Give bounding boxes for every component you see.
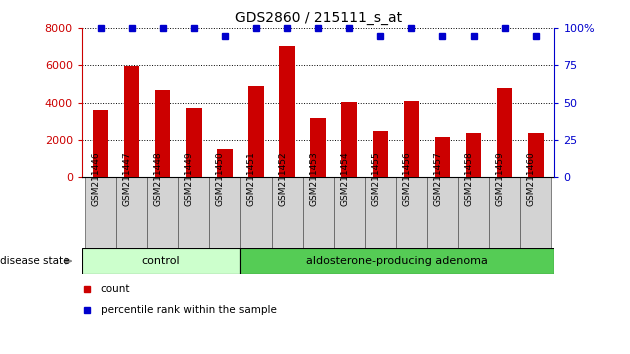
Text: GSM211454: GSM211454 — [340, 152, 349, 206]
Bar — [241, 177, 272, 248]
Bar — [427, 177, 458, 248]
Bar — [435, 137, 450, 177]
Text: control: control — [142, 256, 180, 266]
Bar — [178, 177, 209, 248]
Text: GSM211449: GSM211449 — [185, 152, 194, 206]
Text: GSM211452: GSM211452 — [278, 152, 287, 206]
Bar — [404, 101, 419, 177]
Bar — [248, 86, 264, 177]
Bar — [334, 177, 365, 248]
Text: GSM211459: GSM211459 — [496, 152, 505, 206]
Bar — [311, 119, 326, 177]
Bar — [147, 177, 178, 248]
Bar — [116, 177, 147, 248]
Bar — [396, 177, 427, 248]
Bar — [272, 177, 302, 248]
Text: aldosterone-producing adenoma: aldosterone-producing adenoma — [306, 256, 488, 266]
Bar — [302, 177, 334, 248]
Text: GSM211456: GSM211456 — [403, 152, 411, 206]
Bar — [365, 177, 396, 248]
Bar — [458, 177, 489, 248]
Text: GSM211447: GSM211447 — [123, 152, 132, 206]
Text: GSM211458: GSM211458 — [464, 152, 474, 206]
Bar — [82, 248, 241, 274]
Bar — [155, 90, 171, 177]
Bar — [279, 46, 295, 177]
Text: GSM211455: GSM211455 — [371, 152, 381, 206]
Bar — [85, 177, 116, 248]
Text: GSM211450: GSM211450 — [216, 152, 225, 206]
Bar — [466, 133, 481, 177]
Text: count: count — [101, 284, 130, 293]
Bar — [528, 133, 544, 177]
Bar — [520, 177, 551, 248]
Bar — [124, 67, 139, 177]
Text: GSM211453: GSM211453 — [309, 152, 318, 206]
Text: GSM211457: GSM211457 — [433, 152, 442, 206]
Bar — [497, 88, 512, 177]
Text: GSM211446: GSM211446 — [91, 152, 101, 206]
Bar — [93, 110, 108, 177]
Bar — [489, 177, 520, 248]
Text: percentile rank within the sample: percentile rank within the sample — [101, 305, 277, 315]
Bar — [341, 102, 357, 177]
Text: GDS2860 / 215111_s_at: GDS2860 / 215111_s_at — [234, 11, 402, 25]
Bar — [241, 248, 554, 274]
Text: GSM211460: GSM211460 — [527, 152, 536, 206]
Text: disease state: disease state — [0, 256, 69, 266]
Text: GSM211451: GSM211451 — [247, 152, 256, 206]
Bar — [186, 108, 202, 177]
Bar — [372, 131, 388, 177]
Text: GSM211448: GSM211448 — [154, 152, 163, 206]
Bar — [217, 149, 232, 177]
Bar — [209, 177, 241, 248]
